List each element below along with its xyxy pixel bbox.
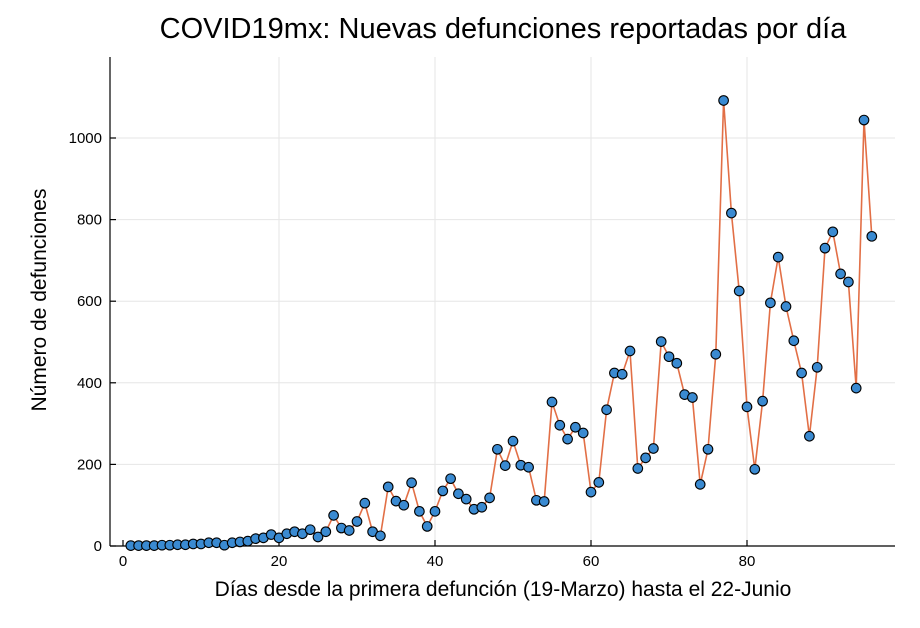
data-point — [585, 486, 597, 498]
series-layer — [125, 95, 878, 551]
data-point — [866, 230, 878, 242]
data-point — [749, 463, 761, 475]
data-point — [382, 481, 394, 493]
data-point — [437, 485, 449, 497]
data-point — [796, 367, 807, 379]
data-point — [429, 505, 441, 517]
data-point — [710, 348, 722, 360]
x-tick-label: 40 — [427, 553, 444, 570]
data-point — [827, 226, 839, 238]
data-point — [398, 499, 410, 511]
data-point — [819, 242, 831, 254]
data-point — [476, 501, 488, 513]
data-point — [421, 521, 433, 532]
data-point — [562, 433, 573, 445]
data-point — [414, 505, 425, 517]
data-point — [632, 463, 644, 474]
data-point — [640, 452, 651, 464]
data-point — [546, 396, 558, 408]
chart-title: COVID19mx: Nuevas defunciones reportadas… — [160, 13, 848, 45]
data-point — [453, 488, 464, 500]
data-point — [835, 268, 846, 280]
data-point — [554, 419, 566, 431]
data-point — [593, 477, 605, 488]
data-point — [780, 301, 792, 312]
data-point — [570, 421, 581, 433]
x-tick-label: 0 — [119, 553, 127, 570]
data-point — [687, 392, 698, 403]
data-point — [671, 357, 683, 369]
data-point — [694, 479, 706, 490]
data-point — [772, 251, 784, 263]
grid-layer — [110, 57, 895, 546]
data-point — [328, 510, 339, 521]
data-point — [811, 361, 823, 373]
y-tick-label: 600 — [77, 293, 102, 310]
data-point — [343, 525, 355, 536]
data-point — [850, 382, 862, 394]
data-point — [655, 336, 667, 347]
data-point — [375, 530, 386, 542]
data-point — [406, 477, 417, 489]
x-axis-label: Días desde la primera defunción (19-Marz… — [215, 578, 792, 601]
data-point — [648, 443, 659, 454]
data-point — [718, 95, 729, 106]
data-point — [765, 297, 776, 309]
data-point — [445, 473, 456, 485]
data-point — [484, 492, 495, 504]
y-tick-label: 1000 — [69, 130, 102, 147]
data-point — [492, 443, 503, 455]
data-point — [601, 404, 612, 416]
data-point — [804, 430, 815, 442]
data-point — [843, 276, 854, 288]
data-point — [663, 351, 675, 363]
x-tick-label: 60 — [583, 553, 600, 570]
data-point — [788, 335, 800, 347]
y-tick-label: 200 — [77, 456, 102, 473]
data-point — [726, 207, 737, 219]
data-point — [757, 395, 768, 407]
y-tick-label: 800 — [77, 212, 102, 229]
data-point — [741, 401, 753, 413]
data-point — [351, 516, 363, 527]
data-point — [499, 460, 511, 471]
data-point — [507, 435, 519, 447]
data-point — [577, 427, 589, 439]
y-tick-label: 0 — [94, 538, 102, 555]
data-point — [538, 496, 550, 507]
x-tick-label: 20 — [271, 553, 288, 570]
x-tick-label: 80 — [739, 553, 756, 570]
data-point — [702, 443, 714, 455]
data-point — [733, 285, 745, 297]
data-point — [460, 493, 472, 505]
y-axis-label: Número de defunciones — [28, 189, 51, 412]
data-point — [304, 524, 316, 536]
data-point — [320, 526, 332, 538]
data-point — [523, 461, 534, 473]
data-point — [359, 497, 371, 509]
y-tick-label: 400 — [77, 375, 102, 392]
data-point — [858, 114, 870, 126]
data-point — [624, 345, 636, 357]
series-line — [130, 100, 873, 547]
data-point — [616, 368, 628, 380]
data-point — [312, 531, 324, 543]
